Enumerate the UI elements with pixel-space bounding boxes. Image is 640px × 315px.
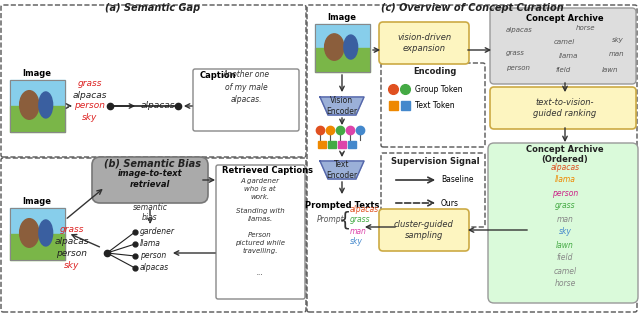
Text: Image: Image — [22, 197, 51, 206]
Ellipse shape — [20, 91, 39, 119]
Bar — [10, 234, 65, 260]
Text: ...: ... — [257, 270, 264, 276]
Bar — [348, 141, 356, 148]
Text: gardener: gardener — [140, 227, 175, 237]
Ellipse shape — [20, 219, 39, 247]
Ellipse shape — [39, 220, 52, 246]
Text: Prompted Texts: Prompted Texts — [305, 201, 379, 210]
Ellipse shape — [344, 35, 358, 59]
Text: Standing with
llamas.: Standing with llamas. — [236, 208, 284, 222]
FancyBboxPatch shape — [193, 69, 299, 131]
Bar — [10, 208, 65, 234]
Text: Supervision Signal: Supervision Signal — [390, 157, 479, 166]
Text: Image: Image — [22, 69, 51, 78]
Text: field: field — [557, 254, 573, 262]
FancyBboxPatch shape — [379, 22, 469, 64]
Bar — [315, 24, 370, 48]
Text: A gardener
who is at
work.: A gardener who is at work. — [241, 178, 280, 200]
Text: Encoding: Encoding — [413, 67, 457, 76]
Text: man: man — [557, 215, 573, 224]
Text: camel: camel — [554, 39, 575, 45]
Polygon shape — [320, 161, 364, 179]
Text: Vision
Encoder: Vision Encoder — [326, 96, 358, 116]
FancyBboxPatch shape — [488, 143, 638, 303]
FancyBboxPatch shape — [490, 87, 636, 129]
Text: alpacas: alpacas — [55, 237, 89, 245]
Text: alpacas: alpacas — [350, 204, 379, 214]
Text: Concept Archive: Concept Archive — [526, 14, 604, 23]
Text: image-to-text
retrieval: image-to-text retrieval — [118, 169, 182, 189]
Text: sky: sky — [83, 112, 98, 122]
Text: Another one
of my male
alpacas.: Another one of my male alpacas. — [223, 70, 269, 104]
Bar — [10, 106, 65, 132]
Text: Image: Image — [328, 13, 356, 22]
Text: man: man — [350, 226, 367, 236]
Text: semantic
bias: semantic bias — [132, 203, 168, 222]
Text: Person
pictured while
travelling.: Person pictured while travelling. — [235, 232, 285, 254]
Text: person: person — [140, 251, 166, 261]
Text: sky: sky — [612, 37, 624, 43]
Text: sky: sky — [559, 227, 572, 237]
Text: (c) Overview of Concept Curation: (c) Overview of Concept Curation — [381, 3, 563, 13]
Polygon shape — [320, 97, 364, 115]
Text: llama: llama — [555, 175, 575, 185]
Text: grass: grass — [555, 202, 575, 210]
Text: Prompt: Prompt — [317, 215, 344, 225]
Bar — [10, 208, 65, 260]
Text: alpacas: alpacas — [73, 90, 108, 100]
Text: lawn: lawn — [556, 240, 574, 249]
Bar — [10, 80, 65, 132]
Text: horse: horse — [576, 25, 595, 31]
Text: camel: camel — [554, 266, 577, 276]
Text: alpacas: alpacas — [506, 27, 532, 33]
Text: sky: sky — [350, 238, 363, 247]
Text: lawn: lawn — [602, 67, 618, 73]
FancyBboxPatch shape — [92, 157, 208, 203]
Text: Caption: Caption — [200, 71, 237, 80]
Text: llama: llama — [140, 239, 161, 249]
Text: Retrieved Captions: Retrieved Captions — [222, 166, 313, 175]
Text: person: person — [74, 101, 106, 111]
Text: Baseline: Baseline — [441, 175, 474, 185]
Text: Text
Encoder: Text Encoder — [326, 160, 358, 180]
Text: text-to-vision-
guided ranking: text-to-vision- guided ranking — [533, 98, 596, 118]
Text: man: man — [609, 51, 625, 57]
Text: grass: grass — [350, 215, 371, 225]
Bar — [338, 141, 346, 148]
Text: horse: horse — [554, 279, 576, 289]
Text: grass: grass — [506, 50, 525, 56]
Text: cluster-guided
sampling: cluster-guided sampling — [394, 220, 454, 240]
Text: Text Token: Text Token — [415, 101, 454, 111]
FancyBboxPatch shape — [379, 209, 469, 251]
Ellipse shape — [324, 34, 344, 60]
Text: grass: grass — [77, 79, 102, 89]
Text: Ours: Ours — [441, 198, 459, 208]
Text: (b) Semantic Bias: (b) Semantic Bias — [104, 158, 202, 168]
Bar — [328, 141, 336, 148]
Text: grass: grass — [60, 225, 84, 233]
FancyBboxPatch shape — [216, 165, 305, 299]
Bar — [315, 24, 370, 72]
Bar — [389, 101, 398, 110]
Text: Concept Archive
(Ordered): Concept Archive (Ordered) — [526, 145, 604, 164]
Text: alpacas: alpacas — [550, 163, 580, 171]
Text: alpacas: alpacas — [141, 101, 175, 111]
Bar — [401, 101, 410, 110]
Text: llama: llama — [559, 53, 579, 59]
Text: person: person — [552, 188, 578, 198]
Bar — [10, 80, 65, 106]
Ellipse shape — [39, 92, 52, 118]
Bar — [318, 141, 326, 148]
Text: person: person — [56, 249, 88, 257]
Text: person: person — [506, 65, 530, 71]
FancyBboxPatch shape — [490, 8, 636, 84]
Bar — [315, 48, 370, 72]
Text: Group Token: Group Token — [415, 84, 463, 94]
Text: sky: sky — [64, 261, 80, 270]
Text: {: { — [339, 210, 351, 230]
Text: field: field — [556, 67, 572, 73]
Text: vision-driven
expansion: vision-driven expansion — [397, 33, 451, 53]
Text: alpacas: alpacas — [140, 264, 169, 272]
Text: (a) Semantic Gap: (a) Semantic Gap — [106, 3, 200, 13]
